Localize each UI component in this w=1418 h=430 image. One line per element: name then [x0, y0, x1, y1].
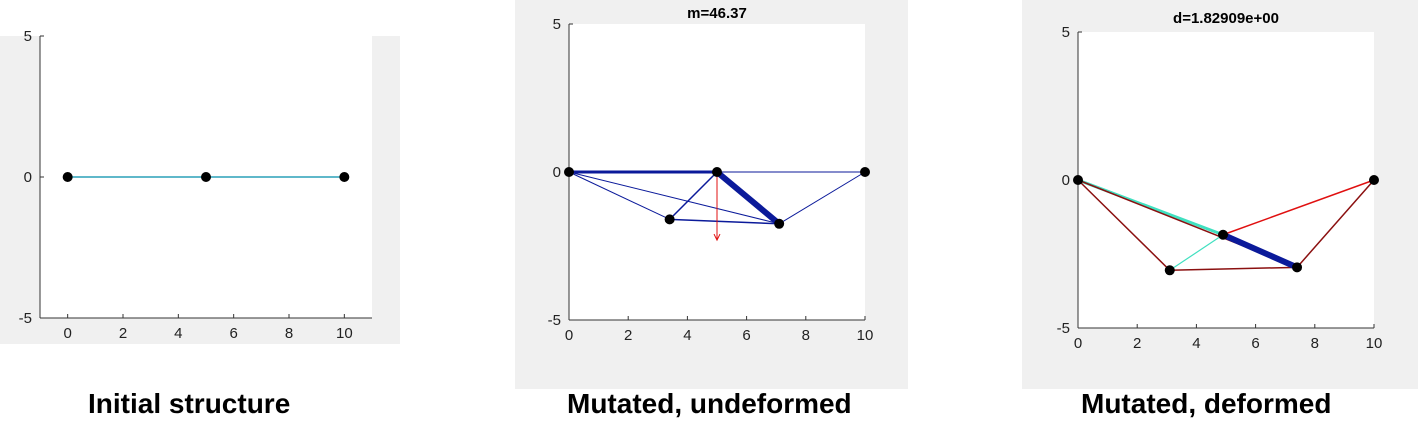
- x-tick-label: 6: [1251, 335, 1259, 352]
- caption-initial-structure: Initial structure: [88, 388, 291, 419]
- truss-member: [1222, 179, 1375, 236]
- truss-member: [778, 171, 866, 225]
- y-tick-label: -5: [1057, 320, 1070, 337]
- x-tick-label: 2: [1133, 335, 1141, 352]
- x-tick-label: 8: [802, 327, 810, 344]
- y-tick-label: 0: [24, 169, 32, 186]
- x-tick-label: 4: [1192, 335, 1200, 352]
- truss-member: [1296, 179, 1375, 269]
- panel-title: d=1.82909e+00: [1173, 10, 1279, 27]
- truss-member: [1220, 231, 1301, 271]
- truss-node: [339, 172, 350, 182]
- truss-node: [62, 172, 73, 182]
- y-tick-label: 5: [553, 16, 561, 33]
- y-tick-label: -5: [19, 310, 32, 327]
- truss-node: [1292, 262, 1303, 273]
- x-tick-label: 10: [1366, 335, 1383, 352]
- caption-mutated-deformed: Mutated, deformed: [1081, 388, 1332, 419]
- x-tick-label: 4: [683, 327, 691, 344]
- x-tick-label: 4: [174, 325, 182, 342]
- truss-node: [860, 167, 870, 177]
- x-tick-label: 6: [742, 327, 750, 344]
- axes-area: [1078, 32, 1374, 328]
- y-tick-label: 5: [1062, 24, 1070, 41]
- panel-initial: 0 2 4 6 8 10 5 0 -5: [19, 28, 372, 342]
- y-tick-label: 0: [553, 164, 561, 181]
- y-tick-label: -5: [548, 312, 561, 329]
- x-tick-label: 2: [624, 327, 632, 344]
- truss-member: [714, 169, 783, 227]
- truss-member: [1169, 234, 1224, 271]
- truss-node: [201, 172, 211, 182]
- truss-node: [1218, 229, 1229, 240]
- x-tick-label: 2: [119, 325, 127, 342]
- truss-node: [564, 167, 574, 177]
- x-tick-label: 10: [857, 327, 874, 344]
- truss-member: [668, 218, 780, 225]
- truss-member: [668, 171, 718, 221]
- x-tick-label: 0: [63, 325, 71, 342]
- truss-member: [1077, 179, 1171, 272]
- truss-node: [1369, 175, 1379, 185]
- y-tick-label: 0: [1062, 172, 1070, 189]
- x-tick-label: 10: [336, 325, 353, 342]
- truss-member: [568, 171, 780, 225]
- truss-node: [1164, 265, 1175, 276]
- caption-mutated-undeformed: Mutated, undeformed: [567, 388, 852, 419]
- truss-node: [774, 218, 785, 229]
- x-tick-label: 8: [285, 325, 293, 342]
- x-tick-label: 0: [1074, 335, 1082, 352]
- panel-title: m=46.37: [687, 5, 747, 22]
- x-tick-label: 6: [229, 325, 237, 342]
- truss-member: [568, 171, 671, 220]
- y-tick-label: 5: [24, 28, 32, 45]
- load-arrow-head: [713, 233, 721, 242]
- truss-member: [1169, 266, 1298, 272]
- x-tick-label: 0: [565, 327, 573, 344]
- truss-node: [712, 167, 722, 177]
- truss-node: [664, 214, 675, 225]
- truss-node: [1073, 175, 1083, 185]
- x-tick-label: 8: [1311, 335, 1319, 352]
